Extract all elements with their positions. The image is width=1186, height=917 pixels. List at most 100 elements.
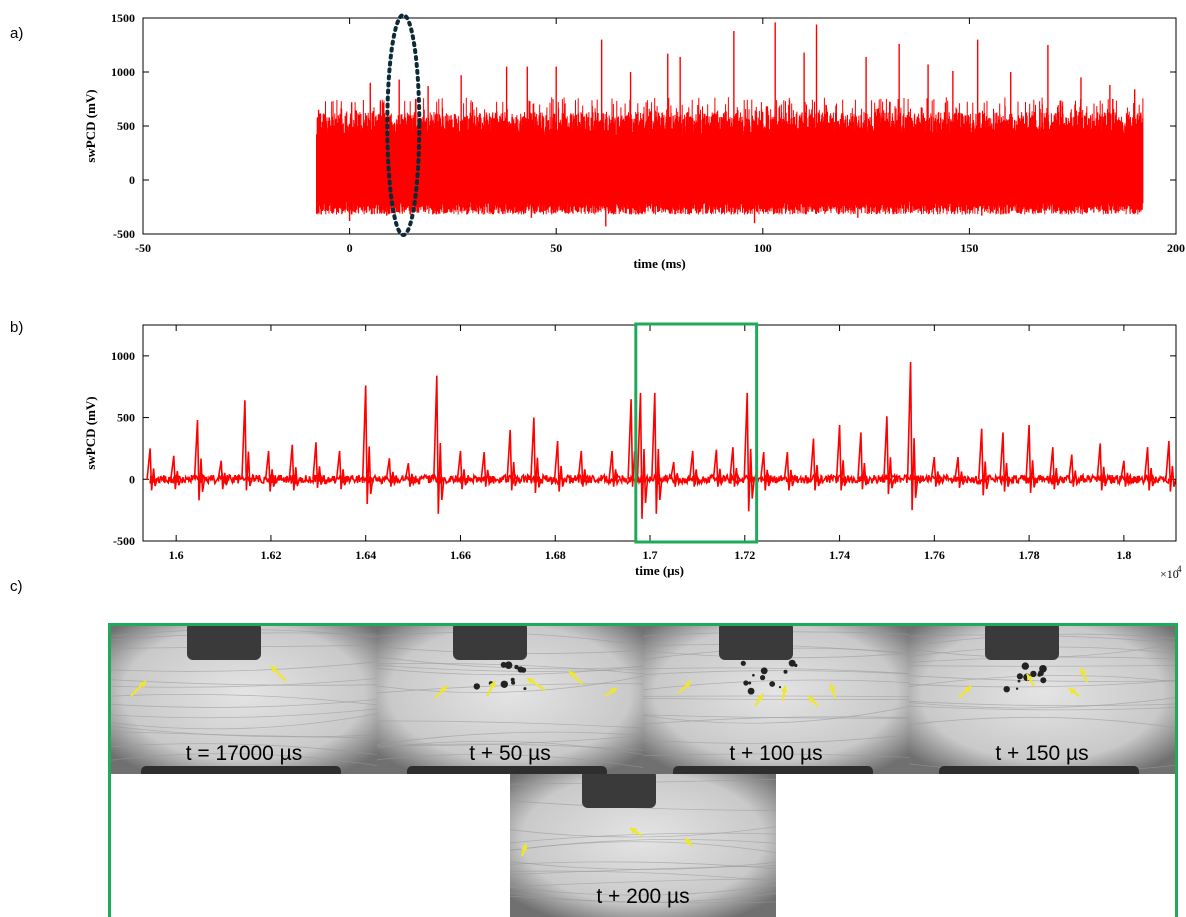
arrow-icon xyxy=(489,681,496,688)
frame-image xyxy=(643,626,909,774)
tissue-texture xyxy=(643,716,909,725)
arrow-icon xyxy=(780,686,788,693)
tissue-texture xyxy=(909,716,1175,728)
y-tick-label: 1500 xyxy=(111,11,135,25)
signal-spike xyxy=(857,432,869,490)
debris-particle xyxy=(1015,687,1019,690)
chart-b: 1.6 1.62 1.64 1.66 1.68 1.7 1.72 1.74 1.76 1.78 1.… xyxy=(83,322,1182,581)
signal-spike xyxy=(1143,447,1156,491)
arrow-icon xyxy=(440,686,447,693)
frame-caption: t + 200 µs xyxy=(596,885,690,908)
signal-spike xyxy=(170,455,182,490)
tissue-texture xyxy=(111,693,377,706)
x-tick-label: 1.64 xyxy=(355,548,376,562)
signal-spike xyxy=(193,419,206,501)
plot-frame xyxy=(142,17,1177,235)
tissue-texture xyxy=(909,700,1175,707)
signal-spike xyxy=(264,450,277,492)
tissue-texture xyxy=(643,679,909,691)
arrow-icon xyxy=(271,666,278,673)
tissue-texture xyxy=(909,697,1175,709)
signal-spike xyxy=(608,450,620,487)
y-tick-label: 1000 xyxy=(111,349,135,363)
signal-spike xyxy=(688,450,701,487)
debris-particle xyxy=(520,667,527,673)
frame-caption: t = 17000 µs xyxy=(185,742,303,765)
signal-spike xyxy=(1120,460,1132,487)
debris-particle xyxy=(510,677,515,682)
tissue-texture xyxy=(510,861,776,870)
signal-spike xyxy=(506,429,518,491)
x-axis-label: time (μs) xyxy=(635,563,684,578)
x-tick-label: 1.66 xyxy=(450,548,471,562)
tissue-texture xyxy=(377,735,643,747)
signal-band xyxy=(316,136,1143,202)
tissue-texture xyxy=(111,713,377,730)
debris-particle xyxy=(752,673,755,677)
y-tick-label: 500 xyxy=(117,411,135,425)
tissue-texture xyxy=(111,725,377,738)
x-tick-label: 1.8 xyxy=(1116,548,1131,562)
y-tick-label: -500 xyxy=(113,227,135,241)
x-tick-label: -50 xyxy=(135,241,151,255)
signal-spike xyxy=(480,452,492,487)
debris-particle xyxy=(473,683,480,690)
signal-spike xyxy=(577,450,590,487)
debris-particle xyxy=(740,660,746,666)
debris-particle xyxy=(760,675,766,681)
video-frame: t + 150 µs xyxy=(909,626,1175,774)
signal-spike xyxy=(335,450,348,490)
transducer-tip xyxy=(719,626,793,660)
x-tick-label: 1.72 xyxy=(734,548,755,562)
signal-spike xyxy=(288,444,301,491)
debris-particle xyxy=(743,680,749,686)
arrow-icon xyxy=(756,694,763,701)
tissue-texture xyxy=(510,800,776,811)
x-tick-label: 150 xyxy=(960,241,978,255)
tissue-texture xyxy=(643,753,909,758)
debris-particle xyxy=(500,661,507,668)
video-frame: t + 50 µs xyxy=(377,626,643,774)
transducer-tip xyxy=(582,774,656,808)
arrow-icon xyxy=(1027,674,1033,681)
debris-particle xyxy=(1016,673,1023,680)
arrow-icon xyxy=(1069,688,1076,695)
transducer-tip xyxy=(985,626,1059,660)
highlight-box xyxy=(634,322,759,544)
tissue-texture xyxy=(510,884,776,896)
signal-spike xyxy=(759,452,772,491)
x-multiplier: ×10 xyxy=(1160,567,1179,581)
x-tick-label: 1.76 xyxy=(924,548,945,562)
tissue-texture xyxy=(643,734,909,744)
debris-particle xyxy=(1031,671,1036,675)
signal-spike xyxy=(1049,447,1061,490)
frame-image xyxy=(111,626,377,774)
arrow-icon xyxy=(964,686,971,693)
signal-spike xyxy=(456,450,469,490)
tissue-texture xyxy=(510,870,776,882)
signal-spike xyxy=(530,417,542,493)
signal-spike xyxy=(553,440,566,492)
signal-spike xyxy=(312,442,324,488)
frame-caption: t + 150 µs xyxy=(995,742,1089,765)
y-axis-label: swPCD (mV) xyxy=(83,89,98,162)
video-frame: t = 17000 µs xyxy=(111,626,377,774)
x-tick-label: 0 xyxy=(347,241,353,255)
arrow-icon xyxy=(829,684,836,691)
tissue-texture xyxy=(377,754,643,768)
signal-spike xyxy=(1068,454,1080,487)
tissue-texture xyxy=(377,683,643,694)
tissue-texture xyxy=(377,731,643,745)
debris-particle xyxy=(504,661,513,669)
signal-spike xyxy=(651,392,663,514)
signal-spike xyxy=(636,392,649,519)
frame-caption: t + 50 µs xyxy=(469,742,551,765)
arrow-icon xyxy=(685,838,692,845)
debris-particle xyxy=(1037,672,1042,677)
signal-spike xyxy=(1025,424,1037,493)
arrow-icon xyxy=(1080,668,1087,675)
signal-spike xyxy=(883,416,895,495)
x-multiplier-exponent: 4 xyxy=(1177,564,1182,574)
x-tick-label: 1.78 xyxy=(1019,548,1040,562)
y-tick-label: 500 xyxy=(117,119,135,133)
